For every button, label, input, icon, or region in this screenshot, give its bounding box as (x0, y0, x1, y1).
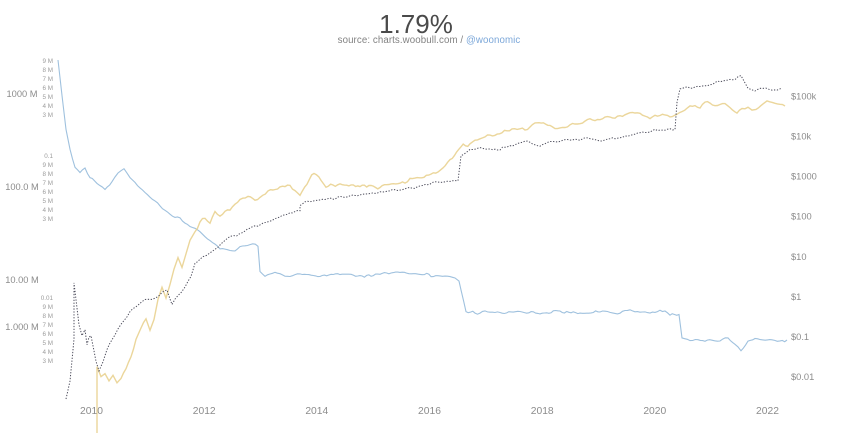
svg-text:5 M: 5 M (43, 198, 54, 205)
svg-text:3 M: 3 M (43, 358, 54, 365)
svg-text:$0.1: $0.1 (791, 332, 809, 342)
svg-text:2014: 2014 (305, 406, 328, 417)
svg-text:7 M: 7 M (43, 180, 54, 187)
svg-text:0.01: 0.01 (41, 295, 54, 302)
svg-text:4 M: 4 M (43, 349, 54, 356)
svg-text:$100k: $100k (791, 92, 817, 102)
svg-text:6 M: 6 M (43, 189, 54, 196)
svg-text:$1000: $1000 (791, 172, 817, 182)
svg-text:2022: 2022 (756, 406, 779, 417)
svg-text:1.000 M: 1.000 M (5, 322, 39, 332)
svg-text:8 M: 8 M (43, 313, 54, 320)
svg-text:$1: $1 (791, 292, 801, 302)
svg-text:6 M: 6 M (43, 331, 54, 338)
svg-text:4 M: 4 M (43, 103, 54, 110)
svg-text:$0.01: $0.01 (791, 372, 814, 382)
svg-text:7 M: 7 M (43, 76, 54, 83)
svg-text:8 M: 8 M (43, 171, 54, 178)
svg-text:9 M: 9 M (43, 162, 54, 169)
svg-text:9 M: 9 M (43, 304, 54, 311)
svg-text:$100: $100 (791, 212, 812, 222)
svg-text:100.0 M: 100.0 M (5, 182, 39, 192)
svg-text:2018: 2018 (531, 406, 554, 417)
svg-text:9 M: 9 M (43, 58, 54, 65)
svg-text:0.1: 0.1 (44, 153, 53, 160)
svg-text:3 M: 3 M (43, 112, 54, 119)
svg-text:6 M: 6 M (43, 85, 54, 92)
svg-text:8 M: 8 M (43, 67, 54, 74)
svg-text:5 M: 5 M (43, 340, 54, 347)
svg-text:2016: 2016 (418, 406, 441, 417)
svg-text:5 M: 5 M (43, 94, 54, 101)
svg-text:2020: 2020 (643, 406, 666, 417)
svg-text:7 M: 7 M (43, 322, 54, 329)
svg-text:2012: 2012 (193, 406, 216, 417)
svg-text:10.00 M: 10.00 M (5, 275, 39, 285)
svg-text:4 M: 4 M (43, 207, 54, 214)
svg-text:$10: $10 (791, 252, 807, 262)
svg-text:2010: 2010 (80, 406, 103, 417)
svg-text:1000 M: 1000 M (6, 89, 37, 99)
svg-text:3 M: 3 M (43, 216, 54, 223)
svg-text:$10k: $10k (791, 132, 812, 142)
